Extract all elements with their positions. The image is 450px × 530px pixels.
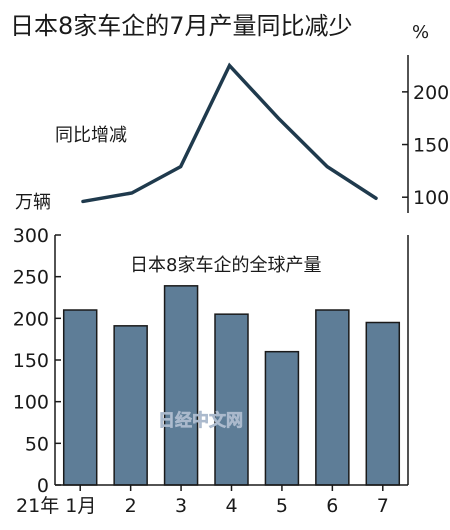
bar-x-tick-label: 5 bbox=[276, 495, 288, 517]
chart-title: 日本8家车企的7月产量同比减少 bbox=[10, 12, 353, 40]
bar-x-tick-label: 7 bbox=[377, 495, 389, 517]
bar bbox=[165, 286, 198, 485]
bar-chart-title: 日本8家车企的全球产量 bbox=[130, 255, 321, 276]
bar-x-tick-label: 2 bbox=[125, 495, 137, 517]
line-y-tick-label: 100 bbox=[413, 187, 449, 209]
line-y-tick-label: 200 bbox=[413, 82, 449, 104]
bar-y-tick-label: 300 bbox=[13, 225, 49, 247]
line-y-tick-label: 150 bbox=[413, 135, 449, 157]
bar-y-tick-label: 0 bbox=[37, 475, 49, 497]
bar-y-tick-label: 50 bbox=[25, 433, 49, 455]
watermark-text: 日经中文网 bbox=[158, 410, 243, 431]
bar-y-tick-label: 200 bbox=[13, 308, 49, 330]
bar-x-tick-label: 4 bbox=[225, 495, 237, 517]
bar bbox=[215, 314, 248, 485]
bar-x-tick-label: 21年 1月 bbox=[16, 495, 96, 517]
line-series-label: 同比增减 bbox=[55, 125, 127, 146]
bar bbox=[366, 323, 399, 486]
bar bbox=[114, 326, 147, 485]
bar-y-tick-label: 100 bbox=[13, 392, 49, 414]
line-chart-panel: % 同比增减 100 150 200 bbox=[55, 22, 449, 213]
bar-x-tick-label: 3 bbox=[175, 495, 187, 517]
bar-y-tick-label: 250 bbox=[13, 267, 49, 289]
line-unit-label: % bbox=[412, 22, 429, 43]
bar-chart-panel: 万辆 日本8家车企的全球产量 0 50 100 150 200 250 300 21年 1月… bbox=[13, 192, 408, 517]
bar-y-axis-label: 万辆 bbox=[15, 192, 51, 213]
bar bbox=[265, 352, 298, 485]
bar-x-tick-label: 6 bbox=[326, 495, 338, 517]
bar bbox=[316, 310, 349, 485]
bar-y-tick-label: 150 bbox=[13, 350, 49, 372]
bar bbox=[64, 310, 97, 485]
